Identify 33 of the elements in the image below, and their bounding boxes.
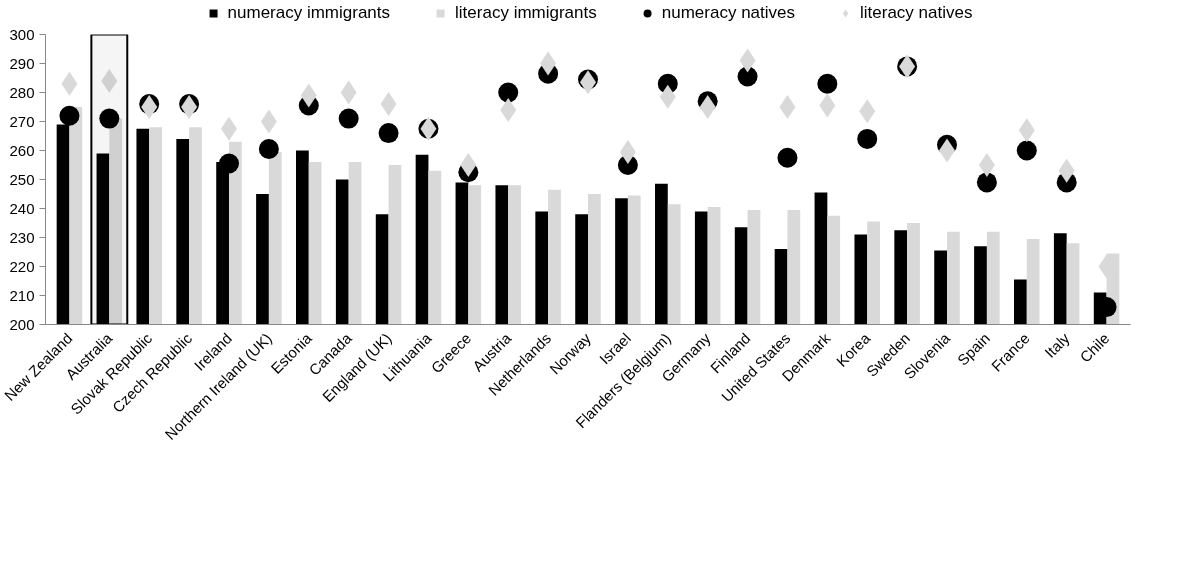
y-tick-label: 220 [9,257,35,275]
point [498,82,519,103]
y-tick-label: 200 [9,315,35,333]
point [99,108,120,129]
point [737,66,758,87]
point [1016,140,1037,161]
point [460,153,477,177]
point [258,139,279,160]
point [976,172,997,193]
point [817,73,838,94]
point [699,95,716,119]
point [378,123,399,144]
y-tick-label: 270 [9,112,35,130]
point [978,153,995,177]
y-tick-label: 250 [9,170,35,188]
y-tick-label: 290 [9,54,35,72]
x-tick-label: Italy [1041,329,1074,361]
point [779,95,796,119]
legend-label: numeracy natives [661,3,795,23]
point [338,108,359,129]
y-tick-label: 230 [9,228,35,246]
point [777,147,798,168]
legend-label: literacy natives [860,3,973,23]
y-tick-label: 280 [9,83,35,101]
y-tick-label: 300 [9,25,35,43]
point [59,105,80,126]
y-tick-label: 260 [9,141,35,159]
legend-label: numeracy immigrants [227,3,391,23]
y-tick-label: 210 [9,286,35,304]
point [857,128,878,149]
legend-label: literacy immigrants [455,3,597,23]
y-tick-label: 240 [9,199,35,217]
point [218,153,239,174]
